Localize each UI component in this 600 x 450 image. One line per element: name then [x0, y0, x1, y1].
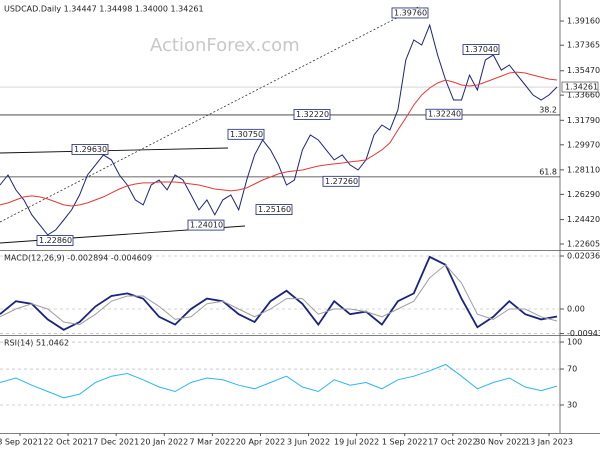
x-tick-label: 20 Apr 2022 — [236, 438, 285, 447]
x-tick-label: 1 Sep 2022 — [382, 438, 428, 447]
y-tick-label: 100 — [567, 338, 582, 347]
level-label: 1.29630 — [74, 145, 107, 154]
y-tick-label: 30 — [567, 401, 577, 410]
level-label: 1.24010 — [190, 221, 223, 230]
x-tick-label: 19 Jul 2022 — [334, 438, 379, 447]
level-label: 1.25160 — [258, 205, 291, 214]
series-line — [0, 71, 558, 207]
y-tick-label: 1.33660 — [567, 91, 600, 100]
level-box — [255, 204, 293, 215]
last-price-label: 1.34261 — [565, 83, 598, 92]
series-line — [0, 23, 558, 236]
x-tick-label: 7 Dec 2021 — [93, 438, 139, 447]
x-tick-label: 8 Sep 2021 — [0, 438, 43, 447]
x-tick-label: 30 Nov 2022 — [475, 438, 526, 447]
y-tick-label: 0.00 — [567, 305, 585, 314]
level-box — [322, 175, 360, 187]
x-tick-label: 3 Jun 2022 — [287, 438, 330, 447]
level-label: 1.39760 — [394, 8, 427, 17]
level-label: 1.22860 — [39, 236, 72, 245]
level-box — [391, 7, 429, 19]
x-tick-label: 17 Oct 2022 — [428, 438, 477, 447]
panel-title: RSI(14) 51.0462 — [4, 339, 69, 348]
y-tick-label: 70 — [567, 365, 577, 374]
y-tick-label: 1.24420 — [567, 215, 600, 224]
level-box — [71, 143, 109, 155]
watermark: ActionForex.com — [150, 35, 300, 56]
y-tick-label: 1.29970 — [567, 140, 600, 149]
y-tick-label: 1.37365 — [567, 41, 600, 50]
series-line — [0, 363, 558, 399]
y-tick-label: 1.22605 — [567, 240, 600, 249]
x-tick-label: 7 Mar 2022 — [190, 438, 236, 447]
x-tick-label: 20 Jan 2022 — [140, 438, 188, 447]
level-box — [293, 109, 331, 120]
trendline — [0, 5, 421, 223]
y-tick-label: 1.26290 — [567, 190, 600, 199]
level-box — [187, 219, 225, 231]
series-line — [0, 264, 558, 326]
fib-label: 38.2 — [539, 105, 557, 114]
y-tick-label: 0.02036 — [567, 252, 600, 261]
y-tick-label: 1.39160 — [567, 17, 600, 26]
x-tick-label: 13 Jan 2023 — [525, 438, 573, 447]
series-line — [0, 255, 558, 331]
level-label: 1.32220 — [296, 110, 329, 119]
channel-line — [0, 147, 229, 154]
y-tick-label: 1.31790 — [567, 116, 600, 125]
level-label: 1.37040 — [465, 45, 498, 54]
fib-label: 61.8 — [539, 167, 557, 176]
y-tick-label: 1.35470 — [567, 66, 600, 75]
level-box — [462, 44, 500, 55]
level-label: 1.32240 — [428, 110, 461, 119]
level-label: 1.30750 — [230, 130, 263, 139]
level-box — [36, 235, 74, 246]
y-tick-label: -0.009438 — [567, 329, 600, 338]
y-tick-label: 1.28110 — [567, 165, 600, 174]
x-tick-label: 22 Oct 2021 — [43, 438, 92, 447]
level-box — [425, 108, 463, 120]
panel-title: MACD(12,26,9) -0.002894 -0.004609 — [4, 254, 152, 263]
last-price-box — [561, 81, 599, 93]
level-box — [227, 128, 265, 140]
panel-title: USDCAD.Daily 1.34447 1.34498 1.34000 1.3… — [4, 5, 204, 14]
level-label: 1.27260 — [325, 177, 358, 186]
